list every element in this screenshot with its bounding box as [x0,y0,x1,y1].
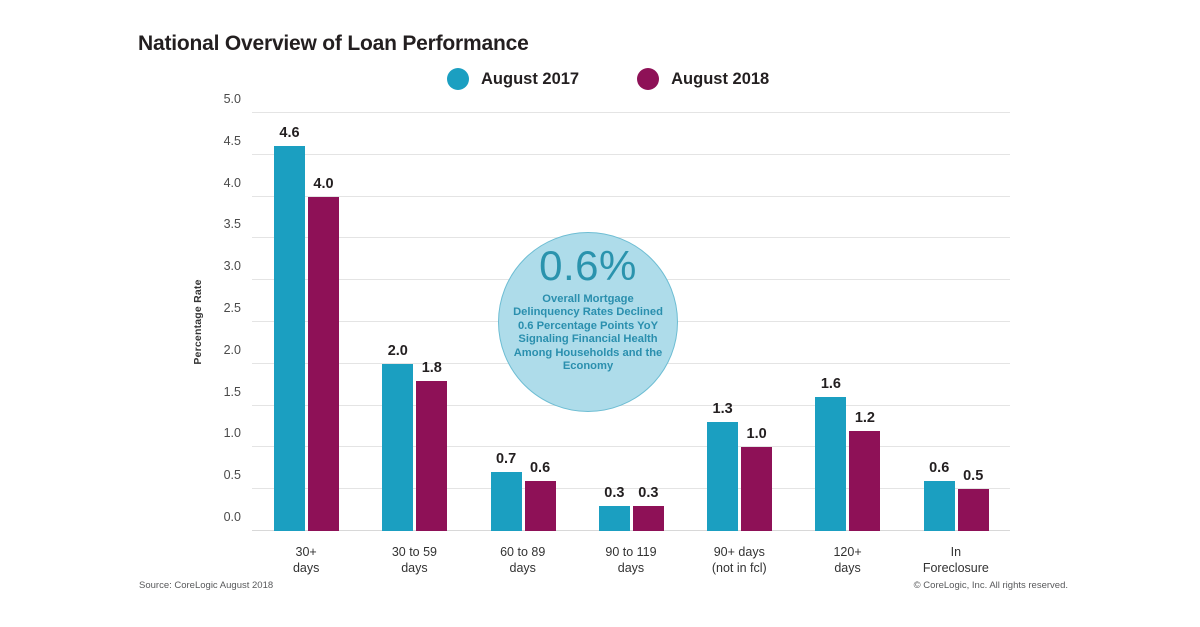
bar[interactable]: 1.3 [707,401,739,531]
bar-group: 0.7 0.6 60 to 89 days [469,113,577,575]
bar-value-label: 0.3 [638,484,659,501]
y-axis-tick-label: 4.5 [223,133,241,148]
y-axis-tick-label: 3.0 [223,259,241,274]
circle-icon [447,68,469,90]
x-axis-tick-label: 30 to 59 days [391,545,438,575]
bar[interactable]: 2.0 [382,343,414,531]
gridline: 3.5 [224,217,1010,239]
y-axis-tick-label: 0.5 [223,468,241,483]
bar-group: 0.6 0.5 In Foreclosure [902,113,1010,575]
chart-legend: August 2017 August 2018 [447,68,769,90]
x-axis-tick-label: 90 to 119 days [605,545,657,575]
x-axis-tick-label: 120+ days [833,545,862,575]
x-axis-tick-label: 90+ days (not in fcl) [711,545,767,575]
gridline: 1.5 [224,385,1010,406]
bar[interactable]: 1.8 [416,360,448,531]
bar[interactable]: 1.6 [815,376,847,531]
bar-value-label: 1.8 [421,359,442,376]
bar-group: 4.6 4.0 30+ days [252,113,360,575]
callout-bubble: 0.6% Overall Mortgage Delinquency Rates … [498,232,678,412]
legend-item-august-2018[interactable]: August 2018 [637,68,769,90]
bar-value-label: 0.3 [604,484,625,501]
bar-value-label: 1.2 [854,409,876,426]
y-axis-tick-label: 0.0 [223,510,241,524]
bar-value-label: 0.6 [529,459,551,476]
gridline: 4.5 [224,134,1010,155]
source-note: Source: CoreLogic August 2018 [139,580,274,591]
y-axis-tick-label: 5.0 [223,92,241,106]
page-title: National Overview of Loan Performance [138,32,529,55]
bar-value-label: 4.6 [279,125,300,142]
bar[interactable]: 0.3 [632,485,664,531]
callout-headline: 0.6% [539,242,637,289]
y-axis-tick-label: 2.0 [223,342,241,357]
bar[interactable]: 0.3 [598,485,630,531]
y-axis-tick-label: 3.5 [223,217,241,232]
bar[interactable]: 0.7 [490,451,522,531]
bar-value-label: 1.3 [712,401,733,418]
bar[interactable]: 0.6 [923,460,955,531]
bar-groups: 4.6 4.0 30+ days 2.0 1.8 30 to 59 days 0.7 0.6 60 … [252,113,1010,575]
bar-value-label: 1.0 [746,426,767,443]
bar-value-label: 0.5 [963,468,984,485]
bar[interactable]: 4.6 [274,125,305,531]
bar[interactable]: 1.2 [849,410,881,531]
bar-value-label: 0.6 [929,459,950,476]
bar-value-label: 1.6 [820,376,842,393]
x-axis-tick-label: 60 to 89 days [500,545,546,575]
bar-group: 0.3 0.3 90 to 119 days [577,113,685,575]
gridline: 4.0 [224,176,1010,197]
bar[interactable]: 0.5 [957,468,989,531]
copyright-note: © CoreLogic, Inc. All rights reserved. [913,580,1068,591]
y-axis-tick-label: 1.0 [223,426,241,441]
gridline: 5.0 [224,92,1010,113]
bar-value-label: 4.0 [313,175,334,192]
legend-label: August 2017 [481,69,580,88]
callout-body: Overall Mortgage Delinquency Rates Decli… [513,293,663,373]
bar[interactable]: 1.0 [741,426,773,531]
bar-group: 1.3 1.0 90+ days (not in fcl) [685,113,793,575]
bar-group: 2.0 1.8 30 to 59 days [360,113,468,575]
y-axis-title: Percentage Rate [192,279,204,365]
x-axis-tick-label: 30+ days [292,545,320,575]
x-axis-tick-label: In Foreclosure [922,545,989,575]
bar-value-label: 0.7 [495,451,517,468]
circle-icon [637,68,660,90]
bar-value-label: 2.0 [387,342,408,359]
gridline: 0.0 [224,510,1010,531]
bar[interactable]: 0.6 [524,460,556,531]
legend-label: August 2018 [671,69,770,88]
bar[interactable]: 4.0 [308,176,339,531]
gridline: 1.0 [224,426,1010,448]
legend-item-august-2017[interactable]: August 2017 [447,68,579,90]
gridline: 0.5 [224,468,1010,490]
y-axis-tick-label: 1.5 [223,384,241,399]
y-axis-tick-label: 2.5 [223,301,241,315]
bar-group: 1.6 1.2 120+ days [793,113,901,575]
y-axis-tick-label: 4.0 [223,175,241,190]
